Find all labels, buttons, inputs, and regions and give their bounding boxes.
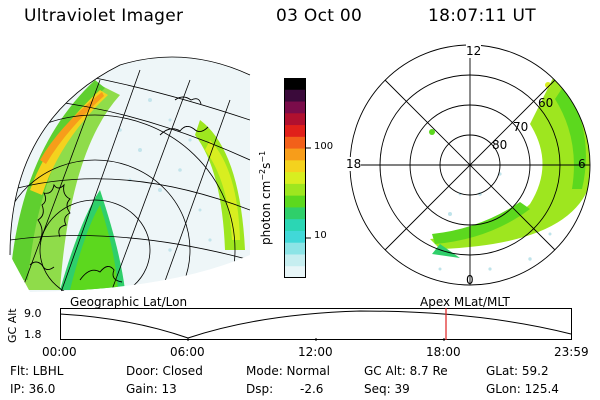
time-label: 18:07:11 UT: [428, 6, 536, 26]
mlt-label-18: 18: [346, 157, 362, 171]
mlt-label-12: 12: [466, 44, 482, 58]
colorbar-segment: [284, 183, 306, 197]
time-tick-2359: 23:59: [554, 345, 589, 359]
gc-alt-tick-high: 9.0: [24, 307, 42, 320]
altitude-curve: [60, 310, 572, 339]
colorbar-segment: [284, 172, 306, 185]
geographic-image: [9, 56, 251, 292]
mlt-label-0: 0: [466, 273, 474, 287]
colorbar-segment: [284, 113, 306, 126]
door-info: Door: Closed: [126, 364, 203, 378]
colorbar-segment: [284, 195, 306, 208]
app-title: Ultraviolet Imager: [24, 6, 184, 26]
mode-info: Mode: Normal: [246, 364, 330, 378]
mlat-label-80: 80: [492, 138, 508, 152]
mlat-label-70: 70: [513, 120, 529, 134]
colorbar-segment: [284, 207, 306, 220]
polar-plot: [349, 44, 591, 286]
date-label: 03 Oct 00: [276, 6, 363, 26]
colorbar-segment: [284, 254, 306, 267]
ip-info: IP: 36.0: [10, 382, 56, 396]
time-tick-0000: 00:00: [42, 345, 77, 359]
dsp-label: Dsp:: [246, 382, 274, 396]
colorbar-segment: [284, 266, 306, 278]
dsp-value: -2.6: [300, 382, 324, 396]
time-tick-1200: 12:00: [298, 345, 333, 359]
colorbar-segment: [284, 160, 306, 173]
left-panel-label: Geographic Lat/Lon: [70, 295, 188, 309]
colorbar-segment: [284, 148, 306, 161]
altitude-plot: [60, 308, 572, 341]
colorbar-segment: [284, 101, 306, 114]
colorbar: [284, 78, 311, 278]
right-panel-label: Apex MLat/MLT: [420, 295, 510, 309]
gc-alt-axis-label: GC Alt: [6, 308, 19, 343]
gain-info: Gain: 13: [126, 382, 177, 396]
filter-info: Flt: LBHL: [10, 364, 64, 378]
colorbar-segment: [284, 125, 306, 138]
colorbar-segment: [284, 136, 306, 150]
colorbar-segment: [284, 230, 306, 244]
colorbar-segment: [284, 89, 306, 103]
seq-info: Seq: 39: [364, 382, 410, 396]
time-tick-1800: 18:00: [426, 345, 461, 359]
colorbar-unit-label: photon cm−2s−1: [258, 150, 273, 245]
gc-alt-tick-low: 1.8: [24, 328, 42, 341]
colorbar-segment: [284, 78, 306, 91]
gc-alt-info: GC Alt: 8.7 Re: [364, 364, 448, 378]
glon-info: GLon: 125.4: [486, 382, 559, 396]
mlt-label-6: 6: [578, 157, 586, 171]
colorbar-segment: [284, 219, 306, 232]
mlat-label-60: 60: [538, 96, 554, 110]
colorbar-segment: [284, 242, 306, 255]
colorbar-tick-100: 100: [314, 141, 334, 152]
colorbar-tick-10: 10: [314, 230, 327, 241]
glat-info: GLat: 59.2: [486, 364, 549, 378]
time-tick-0600: 06:00: [170, 345, 205, 359]
